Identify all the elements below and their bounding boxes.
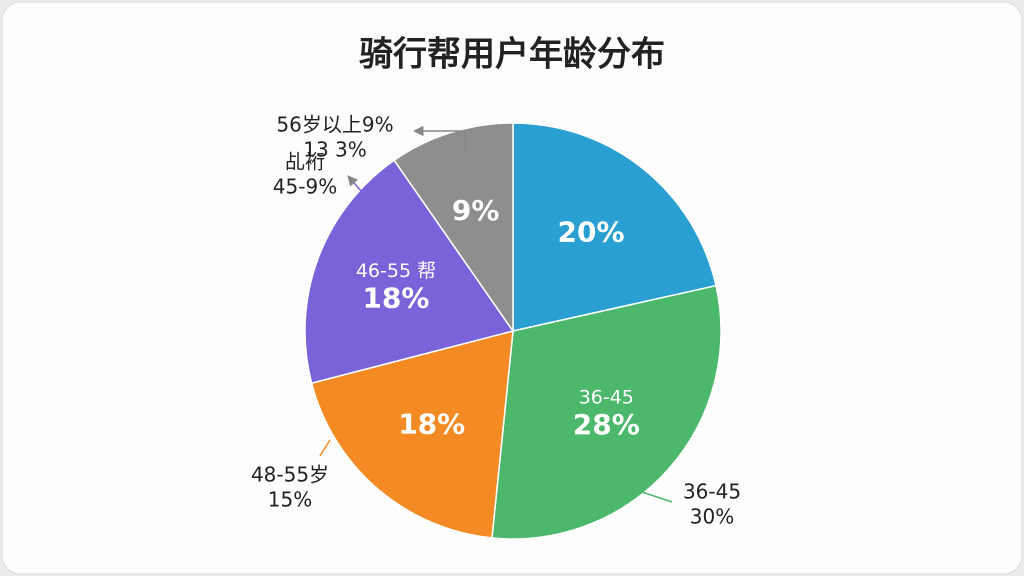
annotation: 15% xyxy=(268,488,312,512)
pie-slice xyxy=(512,122,717,332)
leader-line xyxy=(412,125,466,152)
slice-category: 36-45 xyxy=(579,386,634,408)
leader-line xyxy=(347,175,363,193)
leader-line xyxy=(641,491,673,503)
pie-slice xyxy=(491,284,722,540)
slice-category: 46-55 帮 xyxy=(356,260,436,282)
annotation: 56岁以上9% xyxy=(276,113,393,137)
pie-slice xyxy=(310,330,514,539)
slice-label: 20% xyxy=(558,216,625,249)
annotation: 13 3% xyxy=(303,138,367,162)
slice-label: 18% xyxy=(362,282,429,315)
slice-label: 9% xyxy=(452,194,500,227)
annotation: 30% xyxy=(690,505,734,529)
chart-title: 骑行帮用户年龄分布 xyxy=(359,35,665,75)
pie-slice xyxy=(304,159,515,385)
annotation: 乩裄 xyxy=(285,150,325,174)
leader-line xyxy=(319,439,331,457)
annotation: 48-55岁 xyxy=(251,463,329,487)
slice-label: 28% xyxy=(573,408,640,441)
annotation: 36-45 xyxy=(683,480,741,504)
annotation: 45-9% xyxy=(273,175,337,199)
slice-label: 18% xyxy=(398,408,465,441)
pie-slice xyxy=(393,122,514,334)
